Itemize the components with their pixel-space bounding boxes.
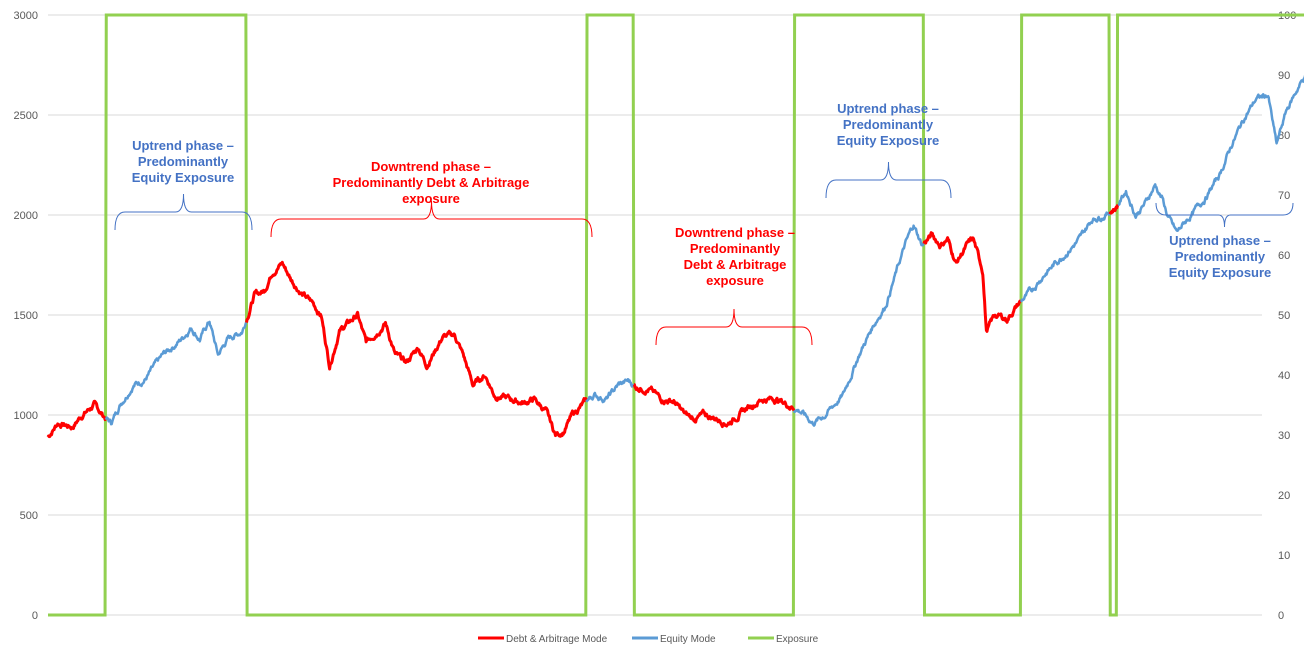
annotation-line: exposure xyxy=(402,191,460,206)
y-right-tick-label: 20 xyxy=(1278,490,1290,502)
annotation-label: Uptrend phase – Predominantly Equity Expos… xyxy=(837,101,940,148)
debt-arbitrage-mode-segment xyxy=(632,382,796,429)
annotation-line: Debt & Arbitrage xyxy=(684,257,787,272)
annotation-line: Equity Exposure xyxy=(837,133,940,148)
annotation-brace xyxy=(1155,202,1294,228)
y-right-tick-label: 0 xyxy=(1278,610,1284,622)
y-left-tick-label: 500 xyxy=(20,510,38,522)
annotation-label: Uptrend phase – Predominantly Equity Expos… xyxy=(1169,233,1272,280)
exposure-series xyxy=(48,13,1304,617)
equity-mode-segment xyxy=(1019,211,1111,303)
annotation-line: Uptrend phase – xyxy=(837,101,939,116)
debt-arbitrage-mode-segment xyxy=(46,399,108,439)
debt-arbitrage-mode-segment xyxy=(1108,203,1120,215)
y-right-tick-label: 40 xyxy=(1278,370,1290,382)
annotation-line: Uptrend phase – xyxy=(1169,233,1271,248)
grid-lines xyxy=(48,14,1262,616)
y-right-tick-label: 70 xyxy=(1278,190,1290,202)
y-left-tick-label: 1500 xyxy=(14,310,38,322)
legend-label: Exposure xyxy=(776,634,819,645)
y-right-tick-label: 10 xyxy=(1278,550,1290,562)
y-right-tick-label: 80 xyxy=(1278,130,1290,142)
legend-label: Equity Mode xyxy=(660,634,716,645)
annotation-brace xyxy=(270,200,593,238)
y-left-tick-label: 2500 xyxy=(14,110,38,122)
y-left-tick-label: 0 xyxy=(32,610,38,622)
equity-mode-segment xyxy=(104,320,248,426)
equity-mode-segment xyxy=(585,378,635,404)
annotation-line: Predominantly Debt & Arbitrage xyxy=(333,175,530,190)
annotation-line: Predominantly xyxy=(690,241,781,256)
equity-mode-segment xyxy=(792,224,925,427)
y-left-tick-label: 2000 xyxy=(14,210,38,222)
y-right-tick-label: 60 xyxy=(1278,250,1290,262)
annotation-brace xyxy=(655,308,813,346)
y-right-tick-label: 30 xyxy=(1278,430,1290,442)
legend: Debt & Arbitrage Mode Equity Mode Exposure xyxy=(478,634,819,645)
y-left-axis: 0 500 1000 1500 2000 2500 3000 xyxy=(14,10,38,622)
y-right-tick-label: 50 xyxy=(1278,310,1290,322)
annotation-line: Uptrend phase – xyxy=(132,138,234,153)
debt-arbitrage-mode-segment xyxy=(922,231,1023,333)
y-left-tick-label: 3000 xyxy=(14,10,38,22)
price-series xyxy=(46,74,1304,439)
annotation-line: Predominantly xyxy=(138,154,229,169)
equity-mode-segment xyxy=(1117,74,1304,233)
annotations: Uptrend phase – Predominantly Equity Expos… xyxy=(114,101,1294,346)
annotation-line: exposure xyxy=(706,273,764,288)
debt-arbitrage-mode-segment xyxy=(245,260,588,438)
y-right-tick-label: 90 xyxy=(1278,70,1290,82)
annotation-line: Equity Exposure xyxy=(132,170,235,185)
annotation-line: Downtrend phase – xyxy=(371,159,491,174)
annotation-brace xyxy=(825,161,952,199)
annotation-label: Downtrend phase – Predominantly Debt & Arb… xyxy=(675,225,795,288)
annotation-label: Uptrend phase – Predominantly Equity Expos… xyxy=(132,138,235,185)
legend-label: Debt & Arbitrage Mode xyxy=(506,634,608,645)
annotation-brace xyxy=(114,193,253,231)
annotation-line: Downtrend phase – xyxy=(675,225,795,240)
annotation-line: Predominantly xyxy=(1175,249,1266,264)
y-left-tick-label: 1000 xyxy=(14,410,38,422)
annotation-line: Predominantly xyxy=(843,117,934,132)
exposure-line xyxy=(48,13,1304,617)
annotation-label: Downtrend phase – Predominantly Debt & Ar… xyxy=(333,159,530,206)
annotation-line: Equity Exposure xyxy=(1169,265,1272,280)
